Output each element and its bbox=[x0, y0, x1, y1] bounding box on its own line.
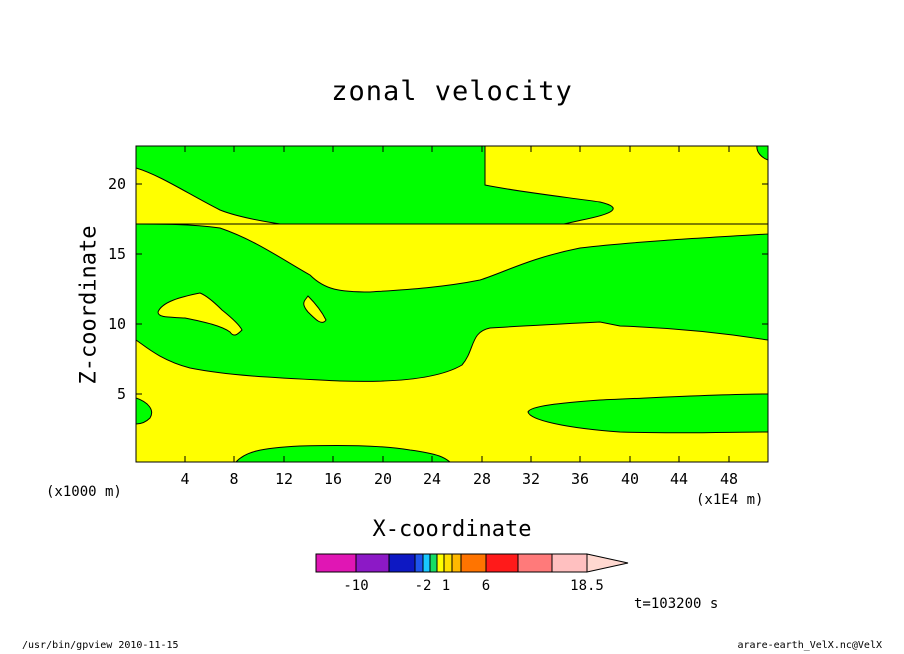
x-axis-label: X-coordinate bbox=[372, 517, 532, 542]
colorbar-seg-9 bbox=[461, 554, 486, 572]
colorbar-seg-5 bbox=[430, 554, 437, 572]
x-tick-label: 4 bbox=[180, 470, 190, 488]
colorbar bbox=[315, 553, 629, 573]
y-ticks bbox=[136, 183, 768, 395]
colorbar-seg-11 bbox=[518, 554, 552, 572]
colorbar-seg-3 bbox=[415, 554, 423, 572]
x-ticks bbox=[184, 146, 730, 462]
y-tick-label: 10 bbox=[107, 315, 126, 333]
contour-yellow-island-left bbox=[157, 292, 243, 336]
colorbar-seg-4 bbox=[423, 554, 430, 572]
y-tick-label: 20 bbox=[107, 175, 126, 193]
colorbar-label: -10 bbox=[343, 578, 369, 594]
contour-yellow-island-small bbox=[303, 295, 327, 323]
x-tick-label: 40 bbox=[620, 470, 640, 488]
x-tick-label: 32 bbox=[521, 470, 541, 488]
colorbar-seg-1 bbox=[356, 554, 389, 572]
colorbar-seg-7 bbox=[444, 554, 452, 572]
colorbar-seg-12 bbox=[552, 554, 587, 572]
footer-program-date: /usr/bin/gpview 2010-11-15 bbox=[22, 640, 179, 651]
colorbar-seg-6 bbox=[437, 554, 444, 572]
contour-green-corner bbox=[756, 146, 768, 161]
contour-green-bottom bbox=[235, 444, 451, 462]
chart-title: zonal velocity bbox=[331, 76, 573, 107]
y-axis-label: Z-coordinate bbox=[76, 225, 102, 385]
contour-green-left-edge bbox=[136, 397, 153, 425]
colorbar-label: 6 bbox=[481, 578, 491, 594]
contour-green-lower-right bbox=[527, 393, 768, 434]
x-tick-label: 12 bbox=[274, 470, 294, 488]
colorbar-label: -2 bbox=[414, 578, 432, 594]
x-tick-label: 8 bbox=[229, 470, 239, 488]
y-tick-label: 15 bbox=[107, 245, 126, 263]
colorbar-label: 1 bbox=[441, 578, 451, 594]
x-tick-label: 48 bbox=[719, 470, 739, 488]
time-annotation: t=103200 s bbox=[634, 596, 719, 612]
colorbar-arrow bbox=[586, 553, 629, 573]
colorbar-seg-2 bbox=[389, 554, 415, 572]
y-tick-label: 5 bbox=[116, 385, 126, 403]
x-tick-label: 20 bbox=[373, 470, 393, 488]
colorbar-seg-0 bbox=[316, 554, 356, 572]
x-tick-label: 44 bbox=[669, 470, 689, 488]
colorbar-seg-10 bbox=[486, 554, 518, 572]
x-tick-label: 24 bbox=[422, 470, 442, 488]
x-tick-label: 16 bbox=[323, 470, 343, 488]
x-scale-label: (x1E4 m) bbox=[696, 492, 764, 508]
contour-yellow-band bbox=[136, 223, 768, 293]
footer-source: arare-earth_VelX.nc@VelX bbox=[737, 640, 883, 651]
x-tick-label: 36 bbox=[570, 470, 590, 488]
x-unit-label: (x1000 m) bbox=[46, 484, 122, 500]
colorbar-seg-8 bbox=[452, 554, 461, 572]
colorbar-label: 18.5 bbox=[570, 578, 604, 594]
x-tick-label: 28 bbox=[472, 470, 492, 488]
plot-frame bbox=[135, 145, 769, 463]
